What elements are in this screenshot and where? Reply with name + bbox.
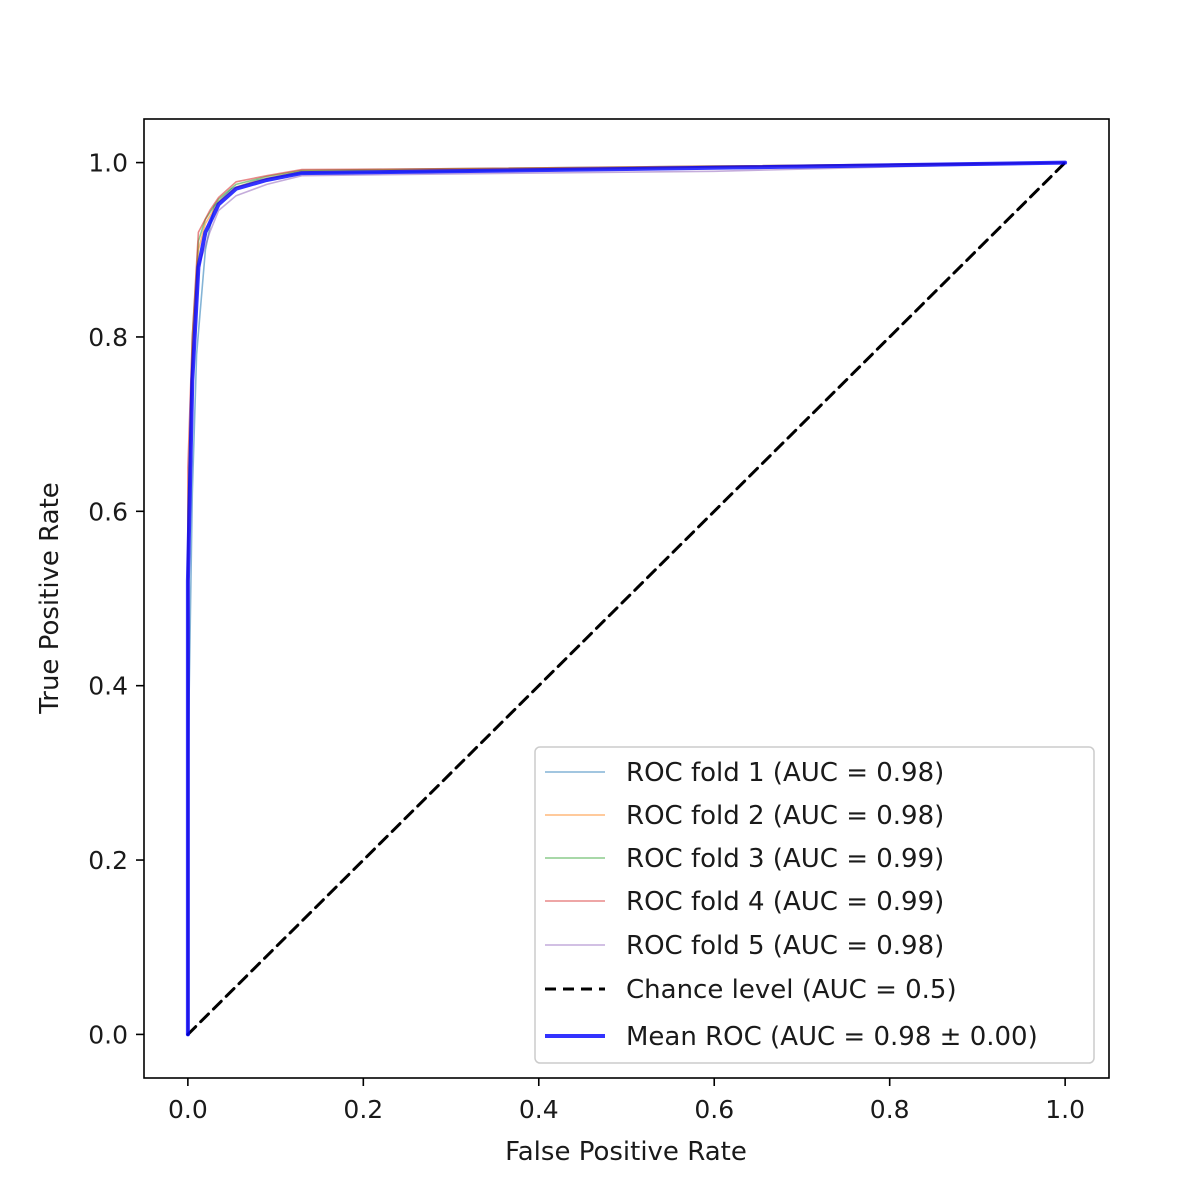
legend-label-5: ROC fold 5 (AUC = 0.98) [626,931,944,961]
x-tick-label: 0.6 [694,1095,734,1124]
legend-box [534,746,1095,1064]
ticks-layer: 0.0 0.2 0.4 0.6 0.8 1.0 0.0 0.2 0.4 0.6 0.8 1.0 [88,149,1085,1124]
legend-label-1: ROC fold 1 (AUC = 0.98) [626,758,944,788]
x-tick-label: 0.4 [519,1095,559,1124]
series-line-7 [185,160,1068,1037]
y-tick-label: 0.0 [88,1020,128,1049]
legend-label-4: ROC fold 4 (AUC = 0.99) [626,887,944,917]
x-axis-label: False Positive Rate [505,1137,747,1167]
series-line-6 [186,161,1067,1036]
x-tick-label: 1.0 [1045,1095,1085,1124]
legend: ROC fold 1 (AUC = 0.98) ROC fold 2 (AUC =… [534,746,1095,1064]
series-layer [185,160,1068,1037]
legend-label-7: Mean ROC (AUC = 0.98 ± 0.00) [626,1022,1038,1052]
y-tick-label: 1.0 [88,149,128,178]
y-tick-label: 0.8 [88,323,128,352]
y-tick-label: 0.2 [88,846,128,875]
x-tick-label: 0.8 [870,1095,910,1124]
legend-label-6: Chance level (AUC = 0.5) [626,975,957,1005]
y-axis-label: True Positive Rate [35,482,65,715]
legend-label-3: ROC fold 3 (AUC = 0.99) [626,844,944,874]
y-tick-label: 0.6 [88,497,128,526]
y-tick-label: 0.4 [88,672,128,701]
plot-frame [143,118,1110,1079]
x-tick-label: 0.0 [168,1095,208,1124]
x-tick-label: 0.2 [343,1095,383,1124]
legend-label-2: ROC fold 2 (AUC = 0.98) [626,801,944,831]
